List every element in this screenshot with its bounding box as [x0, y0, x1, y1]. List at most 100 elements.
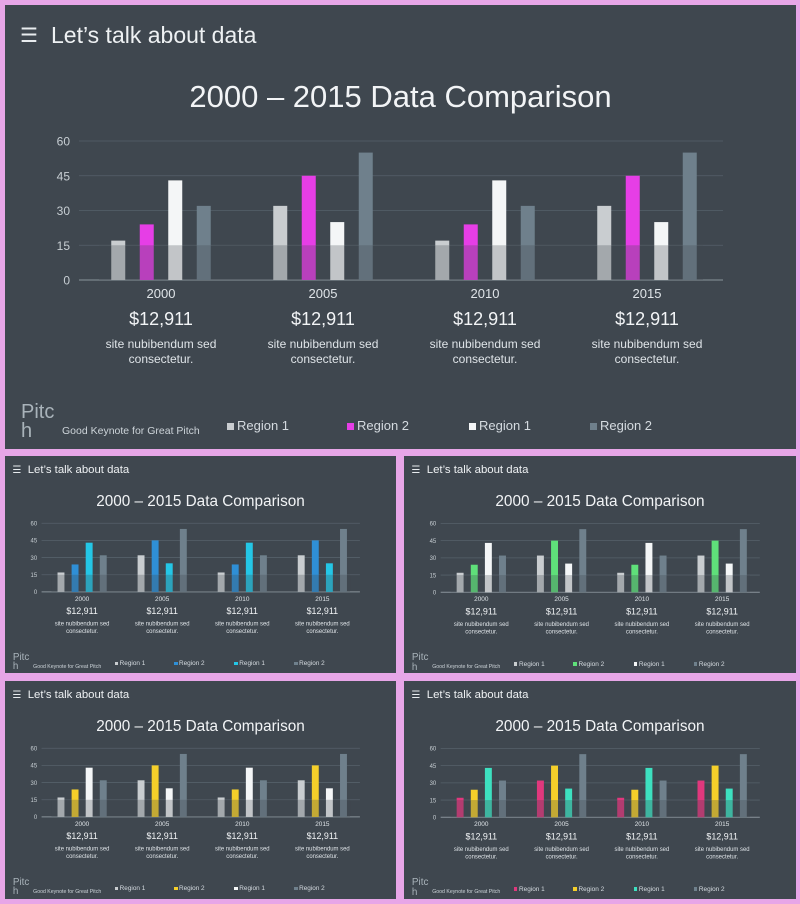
bar-2010-series-2	[631, 789, 639, 818]
hamburger-menu-icon[interactable]: ☰	[20, 25, 38, 47]
x-tick-label: 2000	[75, 596, 90, 603]
legend-label: Region 1	[119, 885, 146, 893]
slide-heading: Let’s talk about data	[27, 689, 130, 702]
legend-label: Region 2	[698, 885, 725, 893]
x-tick-label: 2005	[554, 596, 569, 603]
bar-2015-series-4	[739, 754, 747, 818]
bar-2015-series-3	[654, 222, 669, 280]
stat-description-line2: consectetur.	[615, 352, 680, 366]
pitch-watermark: Pitc h	[13, 877, 29, 897]
bar-2005-series-1	[536, 780, 544, 818]
y-tick-label: 30	[430, 556, 437, 562]
legend-swatch	[693, 887, 698, 891]
bar-2015-series-4	[340, 528, 347, 592]
stat-description-line2: consectetur.	[306, 854, 338, 860]
bar-2010-series-3	[245, 542, 253, 592]
stat-description-line2: consectetur.	[226, 854, 258, 860]
baseline-band	[450, 800, 750, 818]
y-tick-label: 15	[31, 573, 38, 579]
x-tick-label: 2010	[635, 821, 650, 828]
pitch-line-1: Pitc	[411, 652, 429, 664]
baseline-band	[51, 574, 351, 592]
bar-2010-series-3	[245, 767, 253, 817]
bar-2010-series-1	[617, 797, 625, 818]
stat-description-line2: consectetur.	[706, 854, 738, 860]
bar-2000-series-2	[470, 564, 478, 593]
y-tick-label: 0	[433, 591, 437, 597]
y-tick-label: 30	[57, 204, 71, 218]
legend-label: Region 1	[518, 660, 545, 668]
legend-swatch	[114, 661, 119, 666]
stat-description-line2: consectetur.	[465, 629, 497, 635]
hamburger-menu-icon[interactable]: ☰	[411, 689, 421, 701]
x-tick-label: 2010	[635, 596, 650, 603]
x-tick-label: 2005	[155, 821, 170, 828]
legend-item: Region 2	[590, 418, 652, 433]
bar-2005-series-1	[137, 555, 145, 592]
legend-swatch	[633, 662, 638, 666]
bar-2010-series-2	[463, 224, 478, 280]
bar-2005-series-4	[358, 152, 373, 280]
y-tick-label: 0	[433, 816, 437, 822]
bar-2015-series-2	[711, 540, 719, 593]
pitch-line-2: h	[12, 661, 19, 673]
bar-2005-series-3	[565, 563, 573, 593]
pitch-watermark: Pitc h	[12, 652, 29, 673]
legend-swatch	[114, 886, 119, 891]
hamburger-menu-icon[interactable]: ☰	[12, 689, 22, 701]
stat-description-line2: consectetur.	[465, 854, 497, 860]
legend-item: Region 2	[294, 885, 325, 892]
legend-label: Region 2	[178, 660, 205, 668]
stat-description-line2: consectetur.	[66, 854, 98, 860]
stat-description-line1: site nubibendum sed	[592, 337, 703, 351]
stat-description-line2: consectetur.	[453, 352, 518, 366]
y-tick-label: 45	[57, 169, 71, 183]
legend-swatch	[294, 886, 298, 891]
stat-description-line2: consectetur.	[146, 854, 178, 860]
legend-label: Region 1	[239, 660, 265, 668]
legend-item: Region 2	[174, 660, 205, 667]
hamburger-menu-icon[interactable]: ☰	[411, 464, 421, 476]
bar-2015-series-1	[597, 205, 612, 280]
y-tick-label: 15	[430, 573, 437, 579]
chart-title: 2000 – 2015 Data Comparison	[96, 717, 305, 735]
bar-2010-series-1	[217, 572, 225, 592]
stat-value: $12,911	[146, 831, 177, 841]
slide-variant-blue: ☰ Let’s talk about data 2000 – 2015 Data C…	[5, 456, 396, 673]
x-tick-label: 2005	[155, 596, 170, 603]
bar-2005-series-4	[579, 529, 587, 593]
bar-2010-series-4	[259, 780, 267, 817]
x-tick-label: 2015	[633, 286, 662, 301]
y-tick-label: 15	[430, 798, 437, 804]
bar-2010-series-1	[617, 572, 625, 593]
bar-2015-series-2	[311, 540, 319, 592]
stat-description-line2: consectetur.	[226, 629, 258, 635]
slide-variant-pink-teal: ☰ Let’s talk about data 2000 – 2015 Data C…	[404, 681, 796, 899]
y-tick-label: 60	[31, 521, 38, 527]
x-tick-label: 2005	[554, 821, 569, 828]
stat-description-line1: site nubibendum sed	[295, 847, 350, 853]
bar-2000-series-4	[499, 555, 506, 593]
pitch-line-1: Pitc	[411, 877, 429, 889]
pitch-line-1: Pitc	[21, 401, 55, 423]
y-tick-label: 0	[34, 590, 38, 596]
y-tick-label: 45	[31, 539, 38, 545]
slogan: Good Keynote for Great Pitch	[62, 425, 200, 437]
slogan: Good Keynote for Great Pitch	[432, 664, 501, 671]
hamburger-menu-icon[interactable]: ☰	[12, 464, 22, 476]
stat-description-line2: consectetur.	[66, 629, 98, 635]
bar-2000-series-1	[456, 572, 464, 593]
bar-2015-series-1	[297, 555, 305, 592]
bar-2005-series-1	[137, 780, 145, 817]
stat-value: $12,911	[546, 832, 578, 842]
y-tick-label: 45	[430, 764, 437, 770]
bar-2010-series-4	[520, 205, 535, 280]
bar-2005-series-2	[301, 175, 316, 280]
stat-value: $12,911	[227, 831, 258, 841]
chart-title: 2000 – 2015 Data Comparison	[189, 79, 612, 114]
x-tick-label: 2015	[315, 596, 330, 603]
